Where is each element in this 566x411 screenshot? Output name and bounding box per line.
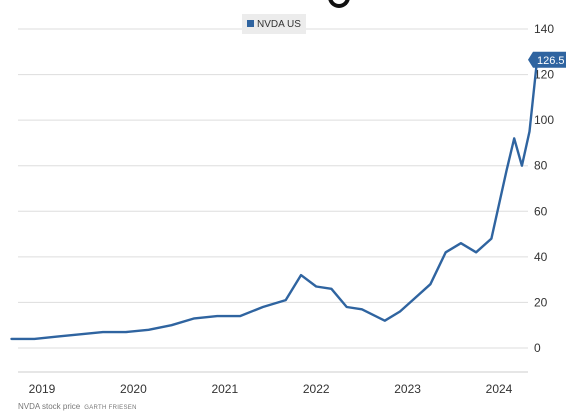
x-tick-label: 2019 [29, 382, 56, 396]
last-value-text: 126.5 [537, 55, 565, 67]
y-tick-label: 80 [534, 159, 548, 173]
x-tick-label: 2022 [303, 382, 330, 396]
x-tick-label: 2021 [211, 382, 238, 396]
x-tick-label: 2024 [486, 382, 513, 396]
last-value-badge [528, 51, 566, 68]
series-line-nvda [10, 58, 539, 341]
series-layer [10, 58, 539, 341]
legend: NVDA US [242, 14, 306, 34]
y-tick-label: 100 [534, 113, 554, 127]
legend-box [242, 14, 306, 34]
x-axis-ticks: 2019 2020 2021 2022 2023 2024 [29, 382, 513, 396]
y-tick-label: 40 [534, 250, 548, 264]
caption-credit: GARTH FRIESEN [84, 405, 137, 411]
y-tick-label: 20 [534, 295, 548, 309]
legend-swatch [247, 20, 254, 27]
caption-text: NVDA stock price [18, 402, 81, 411]
gridlines [18, 28, 528, 373]
y-axis-ticks: 0 20 40 60 80 100 120 140 [534, 22, 554, 355]
y-tick-label: 120 [534, 68, 554, 82]
last-value-label: 126.5 [528, 51, 566, 68]
legend-label: NVDA US [257, 19, 301, 30]
y-tick-label: 0 [534, 341, 541, 355]
y-tick-label: 60 [534, 204, 548, 218]
chart-caption: NVDA stock price GARTH FRIESEN [18, 402, 137, 411]
y-tick-label: 140 [534, 22, 554, 36]
x-tick-label: 2020 [120, 382, 147, 396]
x-tick-label: 2023 [394, 382, 421, 396]
